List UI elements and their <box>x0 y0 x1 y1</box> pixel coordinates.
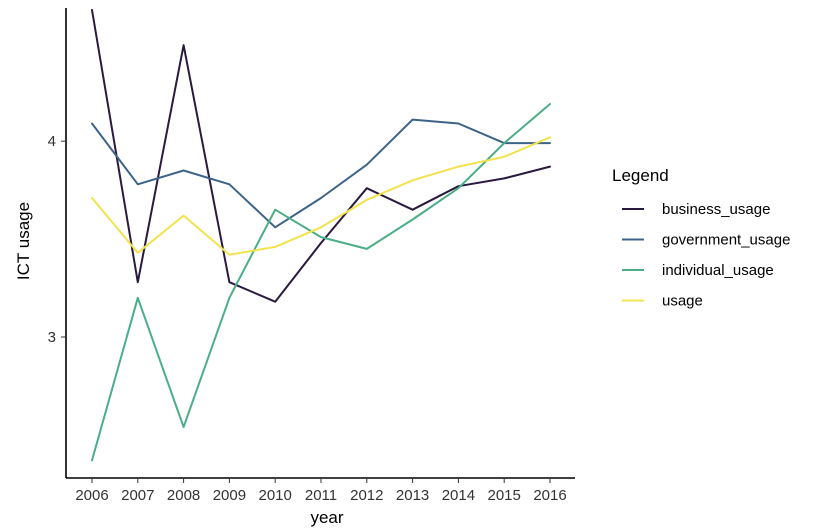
x-tick-label: 2009 <box>213 487 246 504</box>
y-tick-labels: 34 <box>48 133 56 346</box>
legend: Legend business_usage government_usageind… <box>612 166 790 310</box>
series-line-usage <box>91 136 551 256</box>
legend-item-usage: usage <box>622 293 703 310</box>
x-tick-label: 2012 <box>350 487 383 504</box>
x-tick-label: 2016 <box>533 487 566 504</box>
series-lines <box>91 9 551 462</box>
x-tick-label: 2006 <box>75 487 108 504</box>
legend-label: usage <box>662 293 703 310</box>
legend-label: individual_usage <box>662 262 774 279</box>
x-tick-label: 2008 <box>167 487 200 504</box>
x-tick-label: 2014 <box>442 487 475 504</box>
x-tick-label: 2015 <box>488 487 521 504</box>
x-tick-label: 2010 <box>259 487 292 504</box>
legend-item-individual-usage: individual_usage <box>622 262 774 279</box>
x-axis-title: year <box>310 508 343 527</box>
legend-label: business_usage <box>662 201 770 218</box>
y-tick-label: 3 <box>48 329 56 346</box>
series-line-individual-usage <box>91 103 551 462</box>
y-axis-title: ICT usage <box>14 202 33 280</box>
legend-item-business-usage: business_usage <box>622 201 770 218</box>
series-line-government-usage <box>91 118 551 229</box>
legend-item-government-usage: government_usage <box>622 232 790 249</box>
axes <box>61 8 575 483</box>
series-line-business-usage <box>91 9 551 303</box>
x-tick-label: 2011 <box>305 487 337 504</box>
y-tick-label: 4 <box>48 133 56 150</box>
x-tick-label: 2007 <box>121 487 154 504</box>
x-tick-label: 2013 <box>396 487 429 504</box>
x-tick-labels: 2006 2007 2008 2009 2010 2011 2012 2013 2014 2015… <box>75 487 566 504</box>
legend-label: government_usage <box>662 232 790 249</box>
legend-title: Legend <box>612 166 669 185</box>
